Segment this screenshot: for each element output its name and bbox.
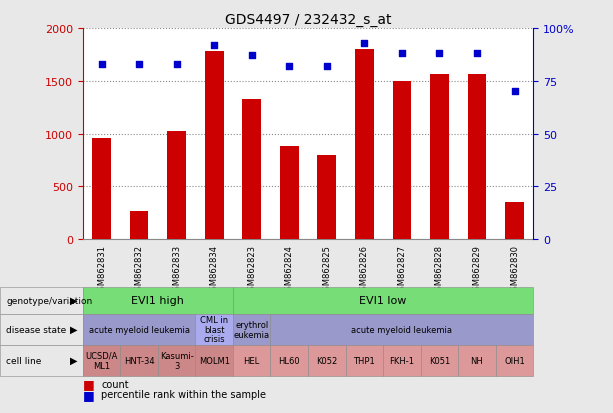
Bar: [392, 82, 411, 240]
Text: Kasumi-
3: Kasumi- 3: [160, 351, 194, 370]
Text: FKH-1: FKH-1: [389, 356, 414, 365]
Bar: [505, 203, 524, 240]
Point: [209, 43, 219, 49]
Text: genotype/variation: genotype/variation: [6, 296, 93, 305]
Point: [284, 64, 294, 70]
Point: [172, 62, 181, 68]
Text: acute myeloid leukemia: acute myeloid leukemia: [351, 325, 452, 334]
Text: ■: ■: [83, 377, 94, 391]
Text: HNT-34: HNT-34: [124, 356, 154, 365]
Point: [247, 53, 257, 59]
Point: [97, 62, 107, 68]
Text: count: count: [101, 379, 129, 389]
Text: THP1: THP1: [354, 356, 375, 365]
Point: [472, 51, 482, 57]
Title: GDS4497 / 232432_s_at: GDS4497 / 232432_s_at: [225, 12, 391, 26]
Point: [359, 40, 369, 47]
Text: ▶: ▶: [70, 324, 77, 335]
Point: [322, 64, 332, 70]
Text: K052: K052: [316, 356, 337, 365]
Bar: [92, 138, 111, 240]
Text: percentile rank within the sample: percentile rank within the sample: [101, 389, 266, 399]
Bar: [167, 132, 186, 240]
Text: NH: NH: [471, 356, 484, 365]
Point: [435, 51, 444, 57]
Text: CML in
blast
crisis: CML in blast crisis: [200, 315, 228, 344]
Text: HL60: HL60: [278, 356, 300, 365]
Text: ■: ■: [83, 388, 94, 401]
Text: EVI1 low: EVI1 low: [359, 295, 407, 306]
Bar: [355, 50, 374, 240]
Text: EVI1 high: EVI1 high: [131, 295, 185, 306]
Text: cell line: cell line: [6, 356, 42, 365]
Point: [397, 51, 407, 57]
Text: OIH1: OIH1: [504, 356, 525, 365]
Bar: [205, 52, 224, 240]
Bar: [242, 100, 261, 240]
Bar: [280, 147, 299, 240]
Point: [134, 62, 144, 68]
Text: MOLM1: MOLM1: [199, 356, 230, 365]
Text: ▶: ▶: [70, 355, 77, 366]
Bar: [430, 75, 449, 240]
Text: disease state: disease state: [6, 325, 66, 334]
Text: acute myeloid leukemia: acute myeloid leukemia: [88, 325, 189, 334]
Text: erythrol
eukemia: erythrol eukemia: [234, 320, 270, 339]
Bar: [130, 211, 148, 240]
Text: K051: K051: [429, 356, 450, 365]
Text: HEL: HEL: [243, 356, 260, 365]
Point: [509, 89, 519, 95]
Bar: [468, 75, 486, 240]
Text: UCSD/A
ML1: UCSD/A ML1: [85, 351, 118, 370]
Bar: [318, 155, 336, 240]
Text: ▶: ▶: [70, 295, 77, 306]
